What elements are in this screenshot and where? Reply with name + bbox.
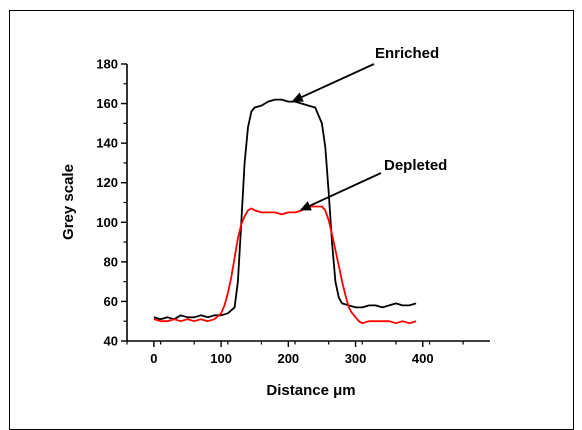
x-tick-label: 300 <box>345 351 367 366</box>
y-tick-label: 60 <box>104 294 118 309</box>
depleted-annotation-label: Depleted <box>384 157 447 174</box>
y-tick-label: 80 <box>104 254 118 269</box>
annotations: Enriched Depleted <box>291 45 447 211</box>
y-tick-label: 180 <box>96 57 118 72</box>
y-tick-label: 160 <box>96 96 118 111</box>
depleted-arrow-head <box>299 201 312 211</box>
y-tick-label: 120 <box>96 175 118 190</box>
x-axis-title: Distance μm <box>266 382 355 399</box>
x-tick-label: 200 <box>277 351 299 366</box>
y-tick-label: 40 <box>104 334 118 349</box>
enriched-annotation-label: Enriched <box>375 45 439 62</box>
depleted-arrow-shaft <box>309 172 382 207</box>
grey-scale-profile-chart: 0 100 200 300 400 40 60 80 100 120 140 160 180 Enric… <box>60 45 490 399</box>
x-tick-label: 400 <box>412 351 434 366</box>
series-layer <box>153 98 417 325</box>
y-tick-label: 140 <box>96 136 118 151</box>
red-profile-line <box>153 205 417 325</box>
enriched-arrow-head <box>291 92 304 102</box>
y-axis-title: Grey scale <box>60 164 77 240</box>
y-tick-label: 100 <box>96 215 118 230</box>
enriched-arrow-shaft <box>301 63 375 98</box>
x-tick-label: 0 <box>150 351 157 366</box>
axes: 0 100 200 300 400 40 60 80 100 120 140 160 180 <box>96 57 490 366</box>
x-tick-label: 100 <box>210 351 232 366</box>
black-profile-line <box>153 98 417 321</box>
